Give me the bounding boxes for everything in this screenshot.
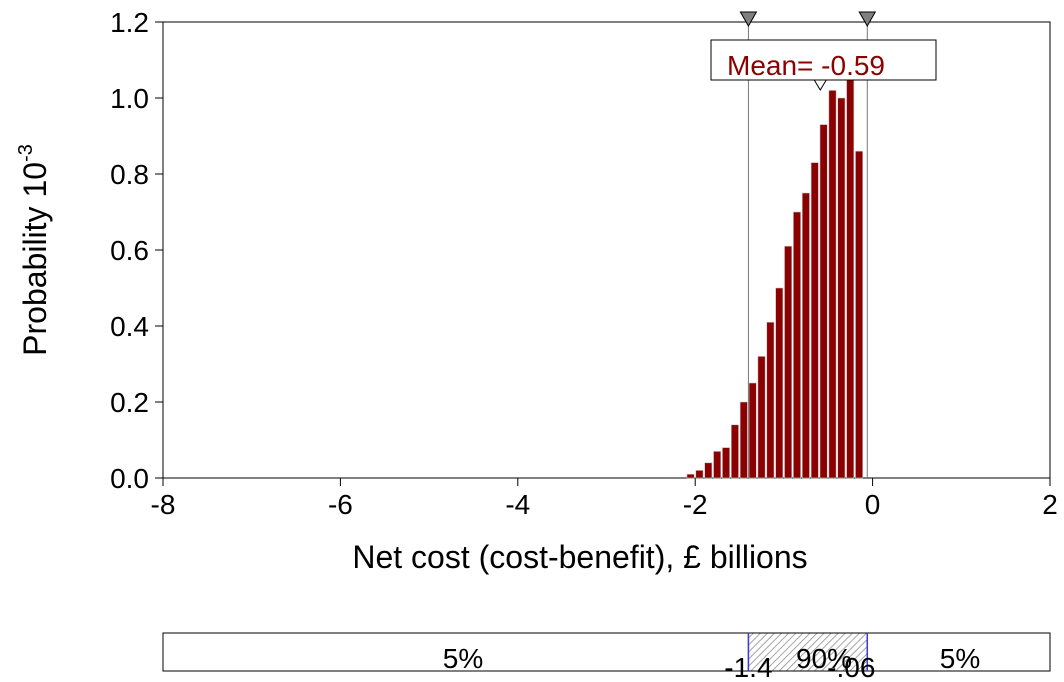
mean-pointer-icon [813,79,828,91]
histogram-bar [748,382,757,479]
y-axis-title-exponent: -3 [15,144,37,162]
y-axis-title: Probability 10-3 [15,144,53,356]
x-axis-title: Net cost (cost-benefit), £ billions [352,539,807,575]
band-left-percent: 5% [443,643,483,674]
histogram-bar [704,462,713,479]
x-tick-label: -8 [151,489,176,520]
histogram-bar [793,211,801,479]
y-tick-label: 0.2 [110,387,149,418]
y-axis: 0.0 0.2 0.4 0.6 0.8 1.0 1.2 [110,7,163,494]
y-axis-title-text: Probability 10 [17,162,53,356]
histogram-bar [810,162,819,479]
y-tick-label: 1.2 [110,7,149,38]
mean-label-box: Mean= -0.59 [710,39,937,91]
x-tick-label: 0 [865,489,881,520]
percentile-band: 5% 90% 5% -1.4 -.06 [162,632,1051,682]
histogram-bar [775,287,784,479]
histogram-bar [695,470,704,479]
svg-text:Probability 10-3: Probability 10-3 [15,144,53,356]
histogram-bar [801,192,810,479]
band-middle-region [747,632,868,672]
histogram-bar [819,124,828,479]
histogram-bar [837,97,846,479]
histogram-bar [855,150,864,479]
histogram-bar [784,245,793,479]
x-axis: -8 -6 -4 -2 0 2 [151,478,1058,520]
band-right-percent: 5% [940,643,980,674]
histogram-bar [730,424,739,479]
histogram-bar [713,451,722,479]
histogram-bar [739,401,748,479]
mean-label: Mean= -0.59 [727,50,885,81]
band-frame [162,632,1051,672]
interval-markers [739,11,877,478]
marker-triangle-icon[interactable] [858,11,877,28]
y-tick-label: 1.0 [110,83,149,114]
histogram-bars [686,74,864,479]
x-tick-label: 2 [1042,489,1058,520]
histogram-bar [722,447,730,479]
x-tick-label: -2 [683,489,708,520]
x-tick-label: -6 [328,489,353,520]
band-upper-value: -.06 [827,652,875,682]
plot-frame [162,21,1051,479]
histogram-bar [846,74,855,479]
band-middle-percent: 90% [796,643,852,674]
band-lower-value: -1.4 [724,652,772,682]
y-tick-label: 0.0 [110,463,149,494]
marker-triangle-icon[interactable] [739,11,758,28]
histogram-bar [828,90,837,479]
histogram-bar [766,321,775,479]
y-tick-label: 0.8 [110,159,149,190]
histogram-bar [686,473,695,479]
histogram-bar [757,356,766,479]
y-tick-label: 0.6 [110,235,149,266]
y-tick-label: 0.4 [110,311,149,342]
x-tick-label: -4 [505,489,530,520]
